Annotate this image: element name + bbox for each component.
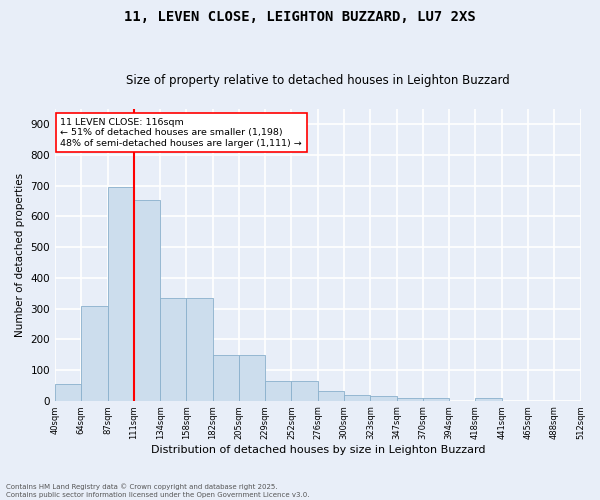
Bar [160,298,187,400]
Bar [318,392,344,400]
Bar [134,200,160,400]
Bar [187,298,212,400]
Bar [292,380,318,400]
Text: 11, LEVEN CLOSE, LEIGHTON BUZZARD, LU7 2XS: 11, LEVEN CLOSE, LEIGHTON BUZZARD, LU7 2… [124,10,476,24]
Bar [239,354,265,401]
Bar [344,394,370,400]
Bar [107,188,134,400]
Text: Contains HM Land Registry data © Crown copyright and database right 2025.
Contai: Contains HM Land Registry data © Crown c… [6,484,310,498]
Bar [212,354,239,401]
Bar [55,384,82,400]
Y-axis label: Number of detached properties: Number of detached properties [15,173,25,337]
Bar [475,398,502,400]
Bar [423,398,449,400]
Bar [370,396,397,400]
Text: 11 LEVEN CLOSE: 116sqm
← 51% of detached houses are smaller (1,198)
48% of semi-: 11 LEVEN CLOSE: 116sqm ← 51% of detached… [60,118,302,148]
Title: Size of property relative to detached houses in Leighton Buzzard: Size of property relative to detached ho… [126,74,509,87]
Bar [82,306,107,400]
X-axis label: Distribution of detached houses by size in Leighton Buzzard: Distribution of detached houses by size … [151,445,485,455]
Bar [397,398,423,400]
Bar [265,380,292,400]
